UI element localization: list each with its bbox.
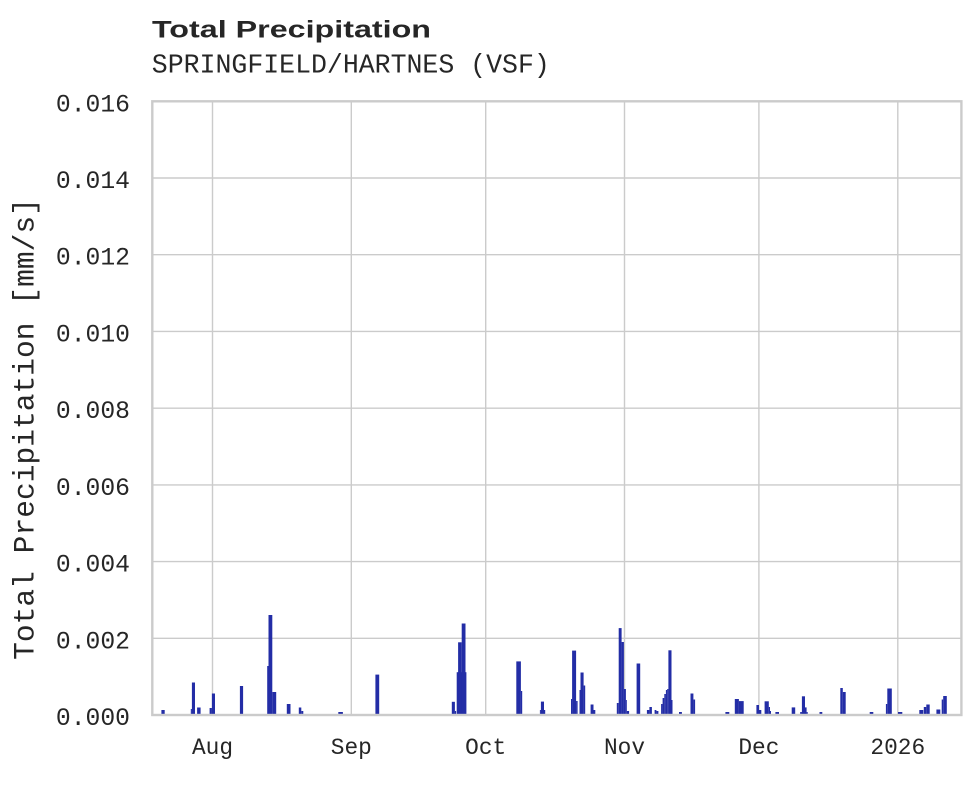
svg-text:Aug: Aug <box>192 735 233 761</box>
svg-text:SPRINGFIELD/HARTNES (VSF): SPRINGFIELD/HARTNES (VSF) <box>152 51 550 81</box>
svg-text:Sep: Sep <box>331 735 372 761</box>
svg-text:0.000: 0.000 <box>56 705 130 733</box>
svg-text:0.006: 0.006 <box>56 475 130 503</box>
svg-text:0.004: 0.004 <box>56 552 130 580</box>
svg-text:0.012: 0.012 <box>56 245 130 273</box>
svg-text:Total Precipitation: Total Precipitation <box>152 17 431 44</box>
svg-text:Nov: Nov <box>604 735 645 761</box>
svg-text:2026: 2026 <box>870 735 925 761</box>
svg-text:0.016: 0.016 <box>56 91 130 119</box>
svg-text:0.010: 0.010 <box>56 321 130 349</box>
svg-text:Dec: Dec <box>738 735 779 761</box>
svg-text:0.008: 0.008 <box>56 398 130 426</box>
svg-text:0.014: 0.014 <box>56 168 130 196</box>
svg-text:Total Precipitation [mm/s]: Total Precipitation [mm/s] <box>9 198 43 660</box>
svg-text:Oct: Oct <box>465 735 506 761</box>
svg-text:0.002: 0.002 <box>56 628 130 656</box>
